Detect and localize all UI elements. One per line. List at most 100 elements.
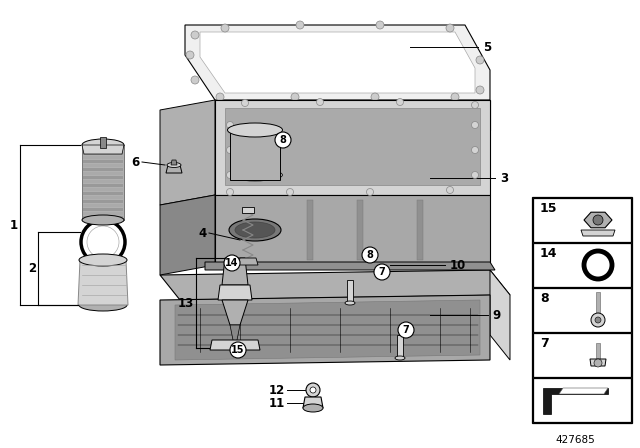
Polygon shape <box>83 152 123 155</box>
Polygon shape <box>417 200 423 260</box>
Circle shape <box>397 99 403 105</box>
Circle shape <box>472 172 479 178</box>
Polygon shape <box>160 270 510 300</box>
Circle shape <box>367 189 374 195</box>
Ellipse shape <box>167 163 181 168</box>
Circle shape <box>191 76 199 84</box>
Polygon shape <box>222 300 248 325</box>
Polygon shape <box>100 137 106 148</box>
Circle shape <box>595 317 601 323</box>
Ellipse shape <box>79 254 127 266</box>
Circle shape <box>371 93 379 101</box>
Polygon shape <box>205 262 495 270</box>
Text: 12: 12 <box>269 383 285 396</box>
Circle shape <box>306 383 320 397</box>
Polygon shape <box>83 192 123 195</box>
Polygon shape <box>215 100 490 195</box>
Polygon shape <box>83 180 123 183</box>
Polygon shape <box>160 295 490 365</box>
Polygon shape <box>307 200 313 260</box>
Polygon shape <box>357 200 363 260</box>
Circle shape <box>227 172 234 178</box>
Text: 1: 1 <box>10 219 18 232</box>
Polygon shape <box>559 388 608 394</box>
Text: 7: 7 <box>403 325 410 335</box>
Polygon shape <box>596 343 600 359</box>
Circle shape <box>472 102 479 108</box>
Text: 3: 3 <box>500 172 508 185</box>
Circle shape <box>451 93 459 101</box>
Polygon shape <box>200 32 475 93</box>
Polygon shape <box>83 216 123 219</box>
Bar <box>533 378 631 422</box>
Polygon shape <box>185 25 490 100</box>
Polygon shape <box>83 156 123 159</box>
Ellipse shape <box>235 222 275 238</box>
Polygon shape <box>222 258 248 285</box>
Text: 15: 15 <box>231 345 244 355</box>
Polygon shape <box>347 280 353 303</box>
Polygon shape <box>82 145 124 154</box>
Polygon shape <box>83 188 123 191</box>
Circle shape <box>227 121 234 129</box>
Text: 7: 7 <box>540 336 548 349</box>
Polygon shape <box>78 260 128 305</box>
Circle shape <box>593 215 603 225</box>
Polygon shape <box>83 148 123 151</box>
Polygon shape <box>83 184 123 187</box>
Text: 15: 15 <box>540 202 557 215</box>
Ellipse shape <box>395 356 405 360</box>
Text: 4: 4 <box>199 227 207 240</box>
Circle shape <box>317 99 323 105</box>
Ellipse shape <box>79 299 127 311</box>
Text: 2: 2 <box>28 262 36 275</box>
Polygon shape <box>83 168 123 171</box>
Polygon shape <box>581 230 615 236</box>
Text: 8: 8 <box>280 135 287 145</box>
Bar <box>533 243 631 287</box>
Circle shape <box>287 189 294 195</box>
Circle shape <box>310 387 316 393</box>
Bar <box>533 288 631 332</box>
Circle shape <box>224 255 240 271</box>
Circle shape <box>591 313 605 327</box>
Polygon shape <box>83 176 123 179</box>
Text: 8: 8 <box>367 250 373 260</box>
Polygon shape <box>215 100 490 130</box>
Polygon shape <box>83 160 123 163</box>
Polygon shape <box>590 359 606 366</box>
Bar <box>533 333 631 377</box>
Polygon shape <box>238 258 258 265</box>
Bar <box>533 198 631 242</box>
Polygon shape <box>83 208 123 211</box>
Text: 13: 13 <box>178 297 194 310</box>
Polygon shape <box>160 100 215 205</box>
Polygon shape <box>543 388 608 414</box>
Text: 10: 10 <box>450 258 467 271</box>
Circle shape <box>447 186 454 194</box>
Polygon shape <box>83 212 123 215</box>
Polygon shape <box>83 164 123 167</box>
Text: 5: 5 <box>483 40 492 53</box>
Circle shape <box>296 21 304 29</box>
Text: 8: 8 <box>540 292 548 305</box>
Text: 7: 7 <box>379 267 385 277</box>
Circle shape <box>376 21 384 29</box>
Circle shape <box>291 93 299 101</box>
Polygon shape <box>83 204 123 207</box>
Circle shape <box>594 359 602 367</box>
Circle shape <box>472 121 479 129</box>
Text: 427685: 427685 <box>555 435 595 445</box>
Ellipse shape <box>227 123 282 137</box>
Text: 6: 6 <box>132 155 140 168</box>
Ellipse shape <box>227 169 282 181</box>
Polygon shape <box>171 160 177 165</box>
Circle shape <box>476 86 484 94</box>
Polygon shape <box>397 335 403 358</box>
Circle shape <box>227 146 234 154</box>
Circle shape <box>472 146 479 154</box>
Circle shape <box>241 99 248 107</box>
Ellipse shape <box>82 215 124 225</box>
Polygon shape <box>218 285 252 300</box>
Text: 9: 9 <box>492 309 500 322</box>
